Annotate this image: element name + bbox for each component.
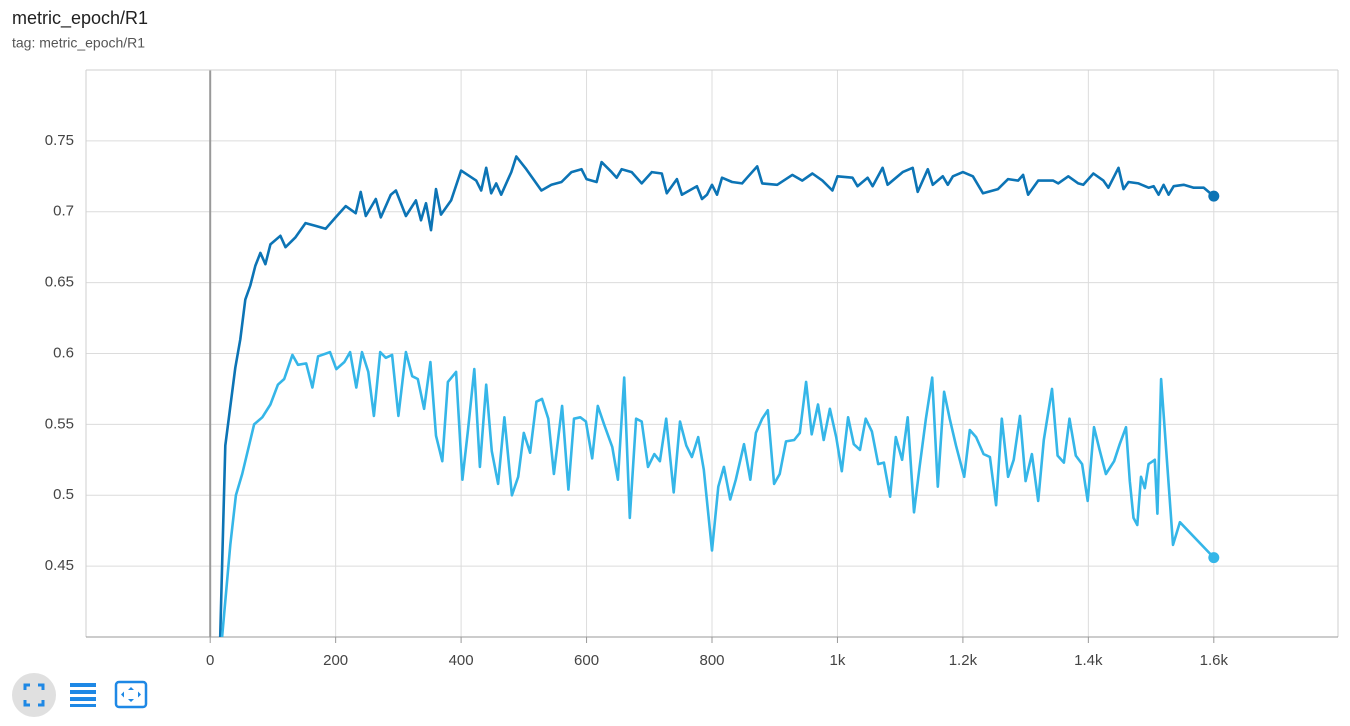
x-tick-label: 200: [323, 652, 348, 669]
y-tick-label: 0.5: [53, 486, 74, 503]
fit-button[interactable]: [12, 673, 56, 717]
list-icon-bar: [70, 697, 96, 701]
chart-subtitle: tag: metric_epoch/R1: [12, 35, 145, 51]
fit-icon: [23, 683, 45, 707]
x-tick-label: 800: [699, 652, 724, 669]
x-tick-label: 600: [574, 652, 599, 669]
expand-arrows: [121, 687, 141, 702]
x-tick-label: 1k: [830, 652, 846, 669]
y-tick-label: 0.65: [45, 274, 74, 291]
expand-icon: [114, 680, 148, 709]
list-icon-bar: [70, 704, 96, 707]
y-tick-label: 0.7: [53, 203, 74, 220]
series-end-marker: [1208, 190, 1220, 202]
x-tick-label: 1.4k: [1074, 652, 1103, 669]
y-tick-label: 0.55: [45, 415, 74, 432]
toolbar: [12, 673, 148, 717]
series-end-marker: [1208, 552, 1220, 564]
list-icon-bar: [70, 683, 96, 687]
expand-button[interactable]: [114, 680, 148, 709]
list-button[interactable]: [70, 683, 96, 707]
x-tick-label: 1.2k: [949, 652, 978, 669]
chart-title: metric_epoch/R1: [12, 8, 148, 29]
x-tick-label: 400: [449, 652, 474, 669]
list-icon-bar: [70, 690, 96, 694]
y-tick-label: 0.6: [53, 344, 74, 361]
series-line: [220, 350, 1215, 638]
y-tick-label: 0.45: [45, 557, 74, 574]
x-tick-label: 1.6k: [1200, 652, 1229, 669]
y-tick-label: 0.75: [45, 132, 74, 149]
x-tick-label: 0: [206, 652, 214, 669]
series-line: [218, 155, 1215, 638]
